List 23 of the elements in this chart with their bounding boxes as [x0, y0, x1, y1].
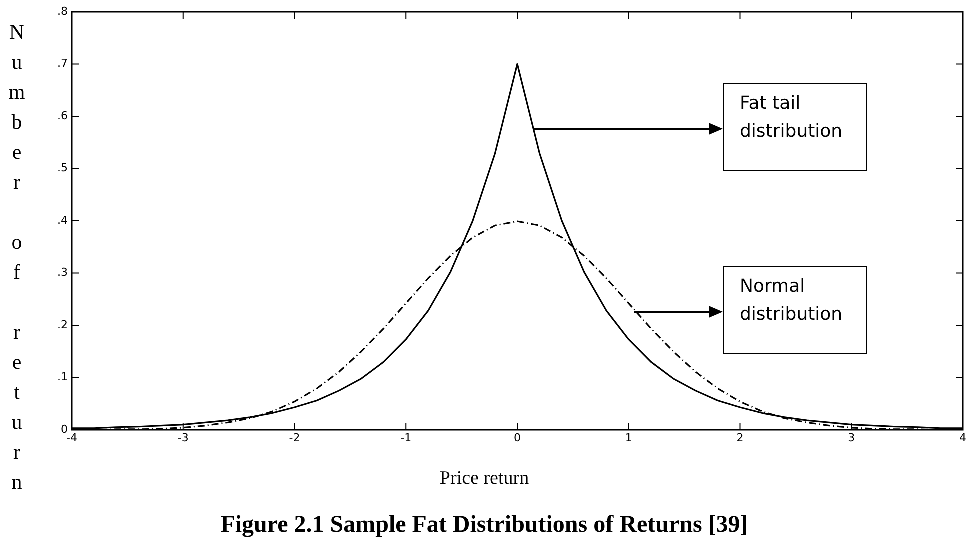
y-axis-title: Number of return	[5, 20, 29, 500]
x-tick-label: 3	[848, 431, 856, 444]
x-tick-label: 1	[625, 431, 632, 444]
y-tick-label: .4	[58, 214, 68, 227]
x-tick-label: 0	[514, 431, 521, 444]
x-axis-title: Price return	[440, 468, 530, 489]
x-tick-label: 4	[960, 431, 966, 444]
y-tick-label: .8	[58, 4, 68, 18]
x-tick-label: -3	[178, 431, 189, 444]
x-tick-label: 2	[736, 431, 744, 444]
annotation: Fat tail distribution	[723, 83, 867, 171]
annotation: Normal distribution	[723, 266, 867, 354]
y-tick-label: 0	[61, 422, 68, 436]
y-tick-label: .6	[58, 109, 68, 122]
x-tick-label: -4	[66, 431, 78, 444]
x-tick-label: -1	[400, 431, 412, 444]
y-tick-label: .1	[58, 370, 68, 384]
y-tick-label: .5	[58, 162, 68, 175]
y-tick-label: .3	[58, 266, 68, 280]
x-tick-label: -2	[289, 431, 300, 444]
text: Figure 2.1 Sample Fat Distributions of Returns [39]	[220, 512, 750, 539]
y-tick-label: .2	[58, 318, 68, 332]
y-tick-label: .7	[58, 57, 68, 70]
